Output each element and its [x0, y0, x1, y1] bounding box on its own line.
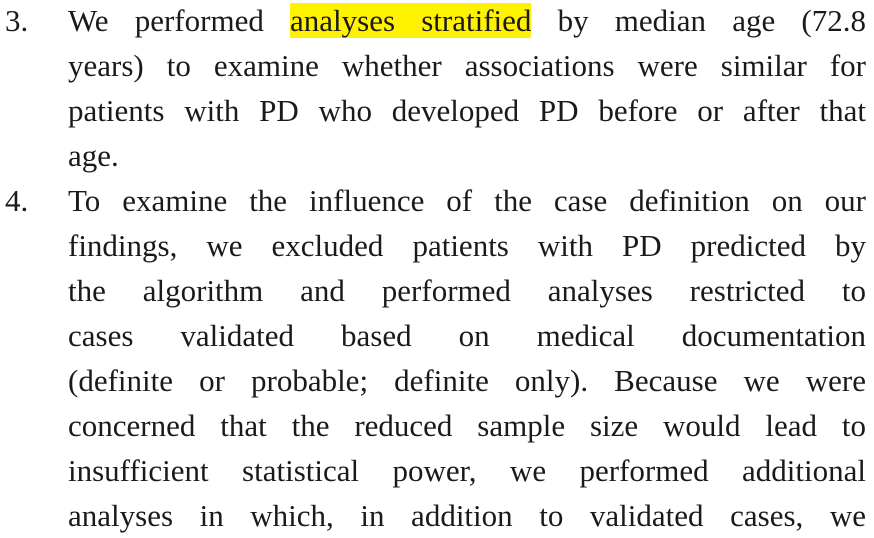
list-item: 3. We performed analyses stratified by me… [0, 0, 874, 178]
text-line: years) to examine whether associations w… [68, 48, 866, 83]
text-line: patients with PD who developed PD before… [68, 93, 866, 128]
text-line: analyses in which, in addition to valida… [68, 498, 866, 533]
list-item: 4. To examine the influence of the case d… [0, 178, 874, 538]
text-line: concerned that the reduced sample size w… [68, 408, 866, 443]
text-line: the algorithm and performed analyses res… [68, 273, 866, 308]
text-line: To examine the influence of the case def… [68, 183, 866, 218]
text-span: by median age (72.8 [557, 3, 866, 38]
item-number: 3. [5, 3, 29, 38]
highlighted-text: analyses stratified [290, 3, 532, 38]
text-span: We performed [68, 3, 264, 38]
text-line: age. [68, 138, 119, 173]
text-line: We performed analyses stratified by medi… [68, 0, 866, 43]
text-line: insufficient statistical power, we perfo… [68, 453, 866, 488]
item-number: 4. [5, 183, 29, 218]
text-line: cases validated based on medical documen… [68, 318, 866, 353]
text-line: findings, we excluded patients with PD p… [68, 228, 866, 263]
text-line: (definite or probable; definite only). B… [68, 363, 866, 398]
